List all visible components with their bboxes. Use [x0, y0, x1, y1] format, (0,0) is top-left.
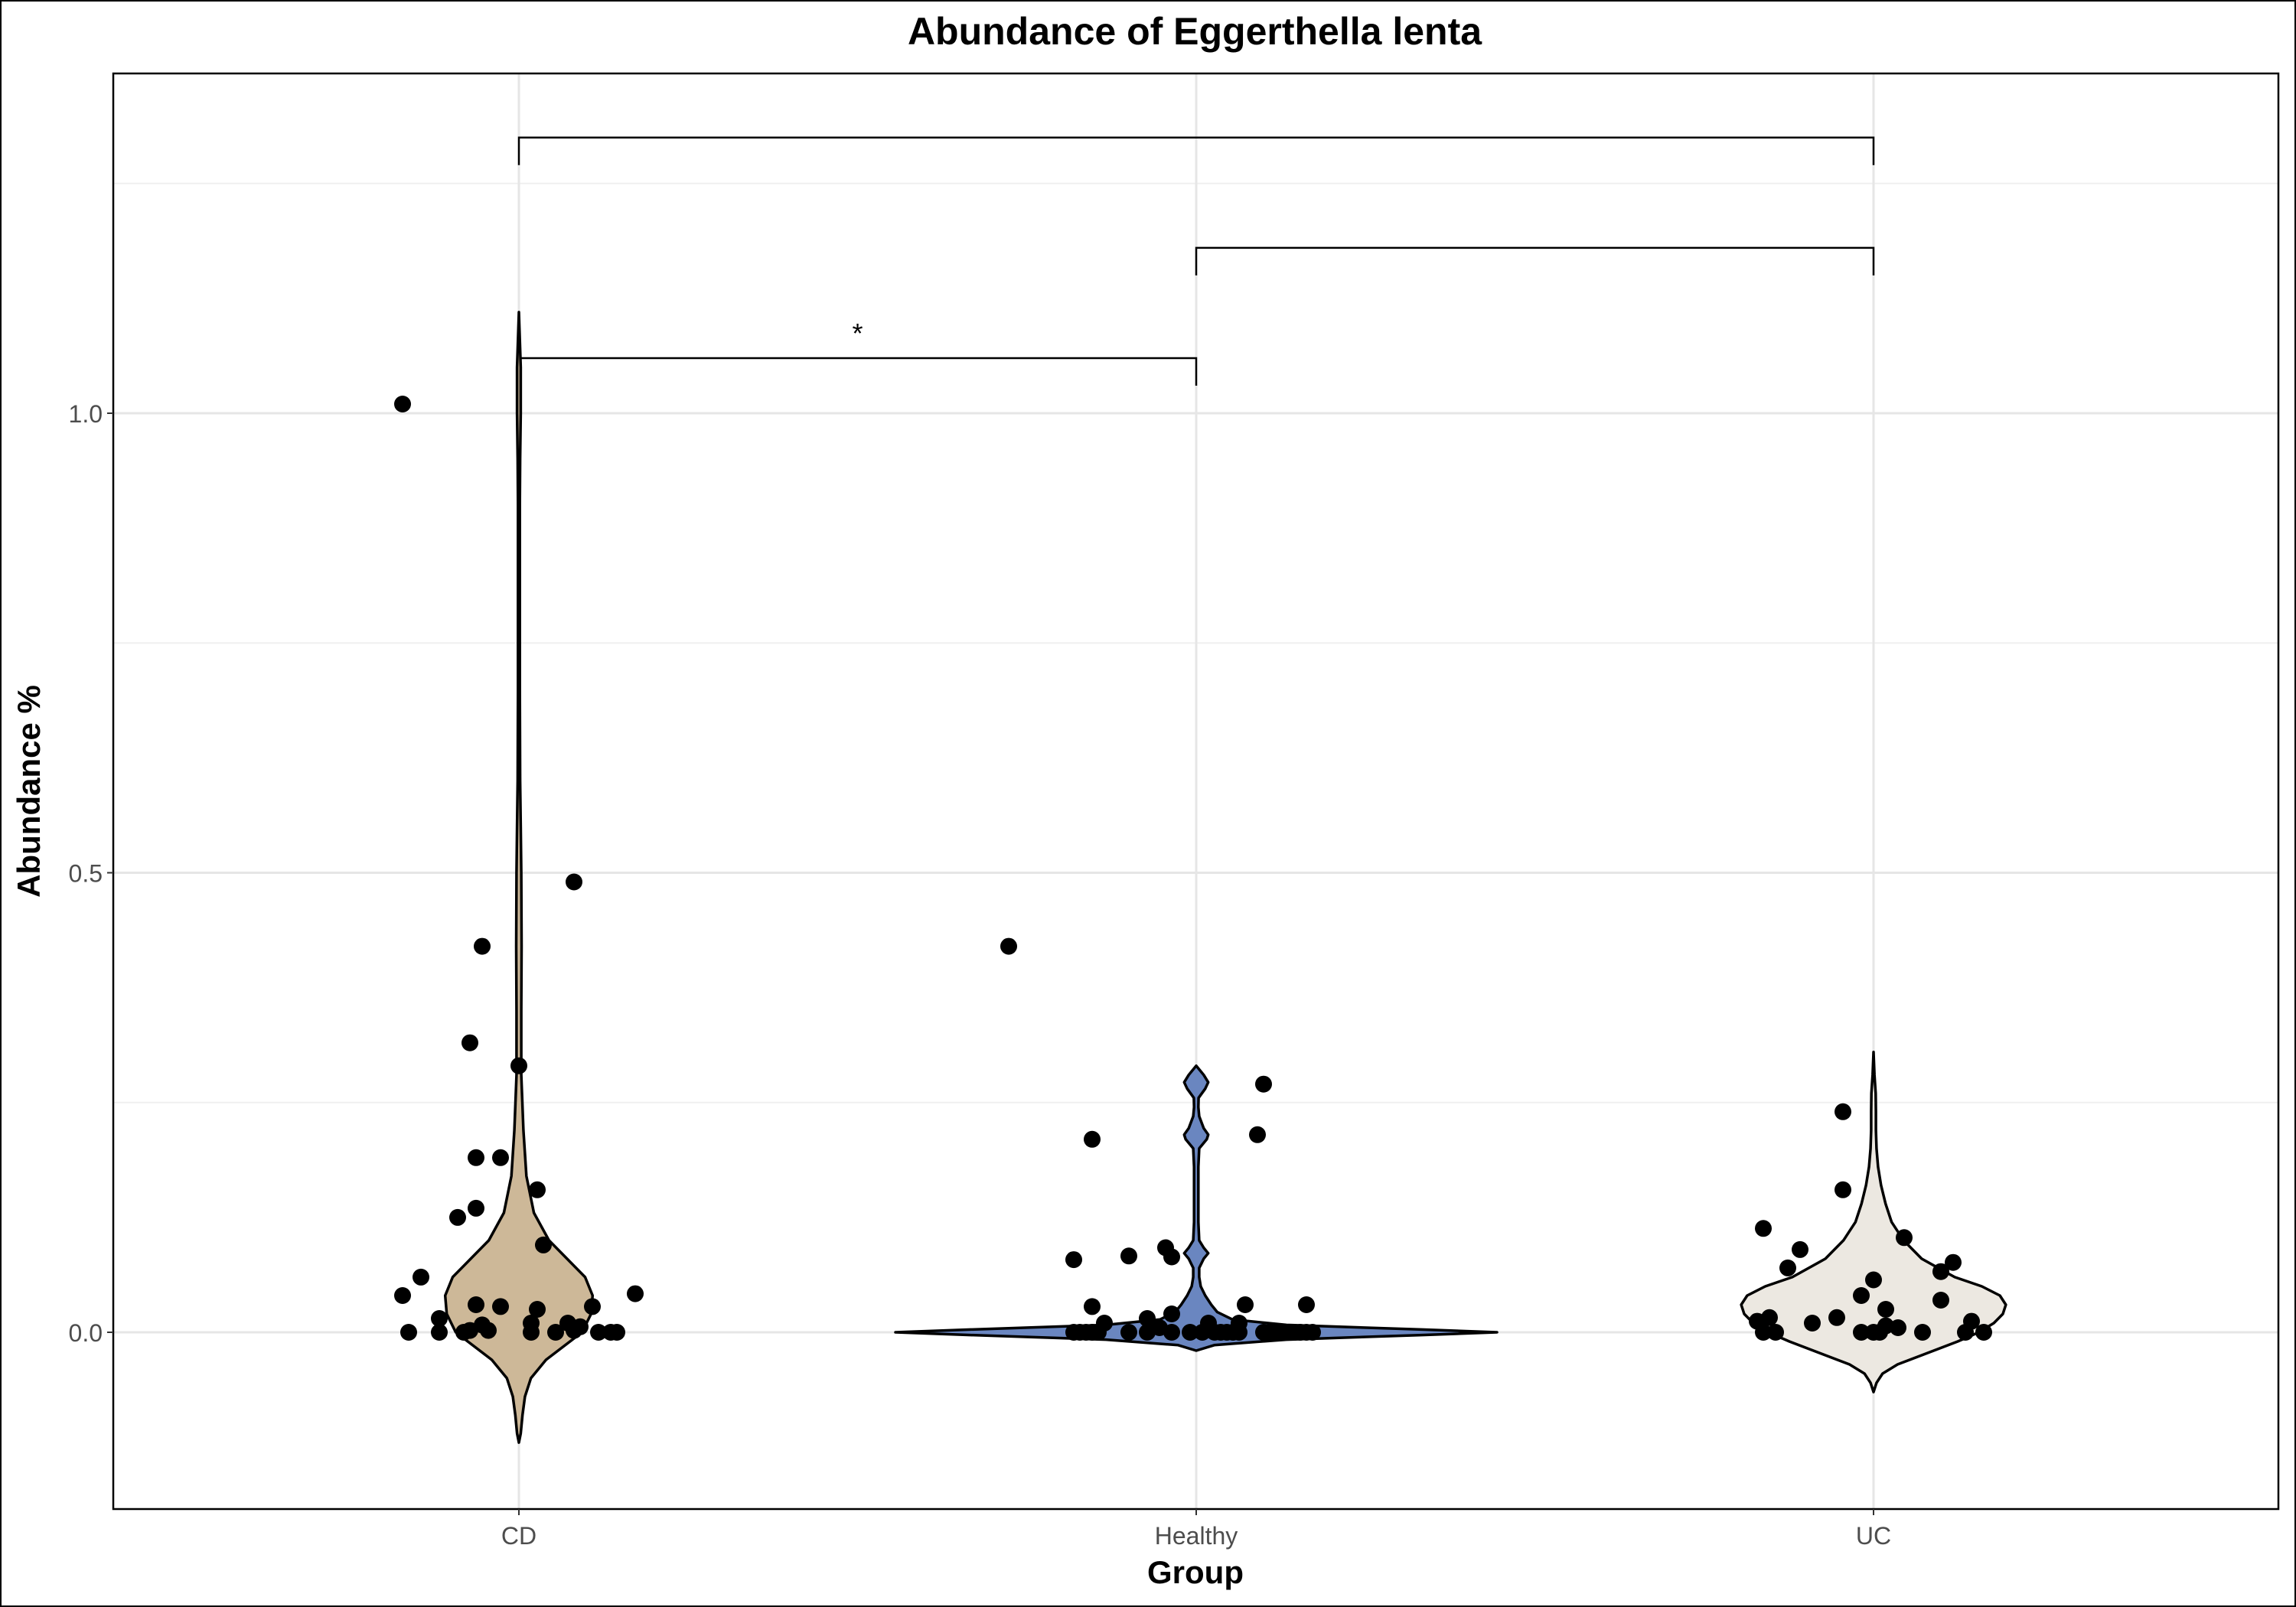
y-axis-ticks: 0.0 0.5 1.0 [69, 400, 113, 1347]
data-point-cd [510, 1057, 527, 1074]
data-point-healthy [1182, 1324, 1199, 1341]
data-point-cd [529, 1181, 546, 1198]
data-point-uc [1877, 1301, 1894, 1318]
data-point-uc [1865, 1271, 1882, 1289]
data-point-cd [492, 1298, 509, 1315]
violin-cd [443, 311, 595, 1444]
y-axis-title: Abundance % [11, 685, 47, 898]
data-point-cd [400, 1324, 417, 1341]
data-point-cd [468, 1199, 484, 1217]
chart-title: Abundance of Eggerthella lenta [908, 10, 1482, 53]
data-point-healthy [1255, 1075, 1272, 1093]
data-point-cd [535, 1236, 552, 1253]
data-point-cd [431, 1324, 448, 1341]
data-point-cd [1000, 937, 1017, 955]
data-point-healthy [1065, 1251, 1082, 1269]
data-point-cd [394, 1287, 411, 1304]
data-point-healthy [1120, 1247, 1137, 1265]
data-point-uc [1896, 1229, 1913, 1247]
data-point-uc [1853, 1287, 1870, 1304]
data-point-cd [468, 1296, 484, 1313]
data-point-uc [1835, 1181, 1851, 1198]
data-point-healthy [1084, 1298, 1101, 1315]
data-point-healthy [1163, 1248, 1180, 1266]
data-point-cd [529, 1301, 546, 1318]
data-point-uc [1792, 1240, 1808, 1258]
data-point-cd [468, 1149, 484, 1166]
data-point-uc [1853, 1324, 1870, 1341]
data-point-uc [1755, 1220, 1772, 1237]
data-point-healthy [1249, 1126, 1266, 1143]
data-point-uc [1957, 1324, 1974, 1341]
violin-healthy [894, 1064, 1499, 1352]
data-point-cd [431, 1310, 448, 1327]
data-point-healthy [1298, 1296, 1315, 1313]
data-point-uc [1804, 1315, 1821, 1332]
y-tick-label: 0.5 [69, 860, 103, 888]
data-point-uc [1932, 1263, 1949, 1280]
data-point-uc [1761, 1309, 1778, 1326]
data-point-cd [461, 1034, 478, 1051]
data-point-cd [449, 1208, 466, 1226]
data-point-healthy [1237, 1296, 1254, 1313]
data-point-uc [1767, 1324, 1784, 1341]
data-point-uc [1755, 1324, 1772, 1341]
comparison-brackets: * [517, 136, 1875, 386]
data-point-cd [608, 1324, 625, 1341]
comparison-bracket [517, 136, 1875, 165]
data-point-cd [547, 1324, 564, 1341]
data-point-healthy [1231, 1324, 1247, 1341]
data-point-uc [1835, 1103, 1851, 1120]
x-tick-label: CD [501, 1522, 536, 1550]
data-point-healthy [1139, 1310, 1156, 1327]
data-point-cd [492, 1149, 509, 1166]
data-point-healthy [1194, 1324, 1211, 1341]
data-point-uc [1975, 1324, 1992, 1341]
data-point-uc [1877, 1317, 1894, 1335]
data-point-cd [566, 873, 582, 891]
data-point-uc [1932, 1292, 1949, 1309]
data-point-cd [584, 1298, 601, 1315]
data-point-healthy [1163, 1305, 1180, 1322]
x-axis-ticks: CD Healthy UC [501, 1509, 1891, 1550]
x-tick-label: Healthy [1155, 1522, 1238, 1550]
data-point-cd [480, 1322, 497, 1339]
significance-label: * [852, 318, 863, 349]
data-point-healthy [1120, 1324, 1137, 1341]
data-point-healthy [1084, 1130, 1101, 1148]
data-point-uc [1945, 1253, 1962, 1271]
data-point-cd [474, 937, 491, 955]
data-point-uc [1779, 1259, 1796, 1276]
data-point-cd [394, 396, 411, 412]
data-point-healthy [1304, 1324, 1321, 1341]
comparison-bracket [1195, 246, 1875, 275]
data-point-uc [1914, 1324, 1931, 1341]
y-tick-label: 1.0 [69, 400, 103, 428]
data-point-cd [413, 1268, 429, 1286]
data-points [394, 396, 1992, 1341]
data-point-uc [1828, 1309, 1845, 1326]
data-point-healthy [1090, 1324, 1107, 1341]
data-point-cd [627, 1285, 644, 1302]
data-point-healthy [1163, 1324, 1180, 1341]
data-point-cd [590, 1324, 607, 1341]
data-point-cd [523, 1324, 540, 1341]
x-tick-label: UC [1856, 1522, 1891, 1550]
x-axis-title: Group [1147, 1554, 1244, 1590]
y-tick-label: 0.0 [69, 1319, 103, 1347]
data-point-cd [572, 1318, 589, 1335]
